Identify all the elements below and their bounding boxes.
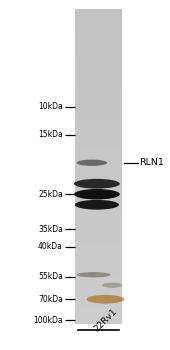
Text: 25kDa: 25kDa — [38, 190, 63, 199]
Bar — [75, 30, 122, 35]
Bar — [75, 282, 122, 287]
Text: 10kDa: 10kDa — [38, 102, 63, 111]
Bar — [75, 40, 122, 46]
Bar — [75, 135, 122, 140]
Bar — [75, 182, 122, 187]
Text: 22Rv1: 22Rv1 — [92, 307, 119, 333]
Bar — [75, 266, 122, 271]
Bar — [75, 88, 122, 93]
Bar — [75, 250, 122, 256]
Bar — [75, 9, 122, 324]
Bar — [75, 308, 122, 313]
Text: RLN1: RLN1 — [139, 158, 164, 167]
Text: 70kDa: 70kDa — [38, 295, 63, 304]
Bar — [75, 150, 122, 156]
Bar — [75, 298, 122, 303]
Ellipse shape — [87, 295, 124, 303]
Ellipse shape — [74, 189, 120, 199]
Text: 55kDa: 55kDa — [38, 272, 63, 281]
Bar — [75, 292, 122, 298]
Ellipse shape — [75, 200, 119, 210]
Bar — [75, 177, 122, 182]
Bar — [75, 98, 122, 103]
Bar — [75, 245, 122, 250]
Bar — [75, 114, 122, 119]
Bar — [75, 119, 122, 124]
Bar — [75, 51, 122, 56]
Bar — [75, 25, 122, 30]
Bar — [75, 156, 122, 161]
Bar — [75, 108, 122, 114]
Bar — [75, 234, 122, 240]
Bar — [75, 145, 122, 150]
Bar — [75, 166, 122, 172]
Bar — [75, 271, 122, 276]
Bar — [75, 103, 122, 108]
Bar — [75, 93, 122, 98]
Bar — [75, 66, 122, 72]
Ellipse shape — [74, 179, 120, 189]
Bar — [75, 229, 122, 234]
Bar — [75, 193, 122, 198]
Ellipse shape — [76, 272, 110, 277]
Bar — [75, 14, 122, 19]
Bar — [75, 124, 122, 130]
Bar — [75, 214, 122, 219]
Bar — [75, 61, 122, 66]
Bar — [75, 256, 122, 261]
Bar — [75, 72, 122, 77]
Bar — [75, 77, 122, 82]
Bar — [75, 208, 122, 214]
Bar — [75, 240, 122, 245]
Bar — [75, 313, 122, 318]
Bar — [75, 261, 122, 266]
Bar — [75, 203, 122, 208]
Bar — [75, 82, 122, 88]
Bar — [75, 35, 122, 40]
Bar — [75, 161, 122, 166]
Text: 15kDa: 15kDa — [38, 130, 63, 139]
Ellipse shape — [102, 283, 122, 288]
Text: 100kDa: 100kDa — [33, 316, 63, 325]
Bar — [75, 140, 122, 145]
Bar — [75, 56, 122, 61]
Ellipse shape — [76, 160, 107, 166]
Bar — [75, 9, 122, 14]
Bar — [75, 198, 122, 203]
Text: 35kDa: 35kDa — [38, 225, 63, 234]
Bar — [75, 224, 122, 229]
Bar — [75, 46, 122, 51]
Bar — [75, 303, 122, 308]
Bar — [75, 187, 122, 192]
Bar — [75, 19, 122, 25]
Bar — [75, 318, 122, 324]
Bar — [75, 276, 122, 282]
Bar — [75, 130, 122, 135]
Bar — [75, 219, 122, 224]
Text: 40kDa: 40kDa — [38, 242, 63, 251]
Bar — [75, 287, 122, 292]
Bar — [75, 172, 122, 177]
